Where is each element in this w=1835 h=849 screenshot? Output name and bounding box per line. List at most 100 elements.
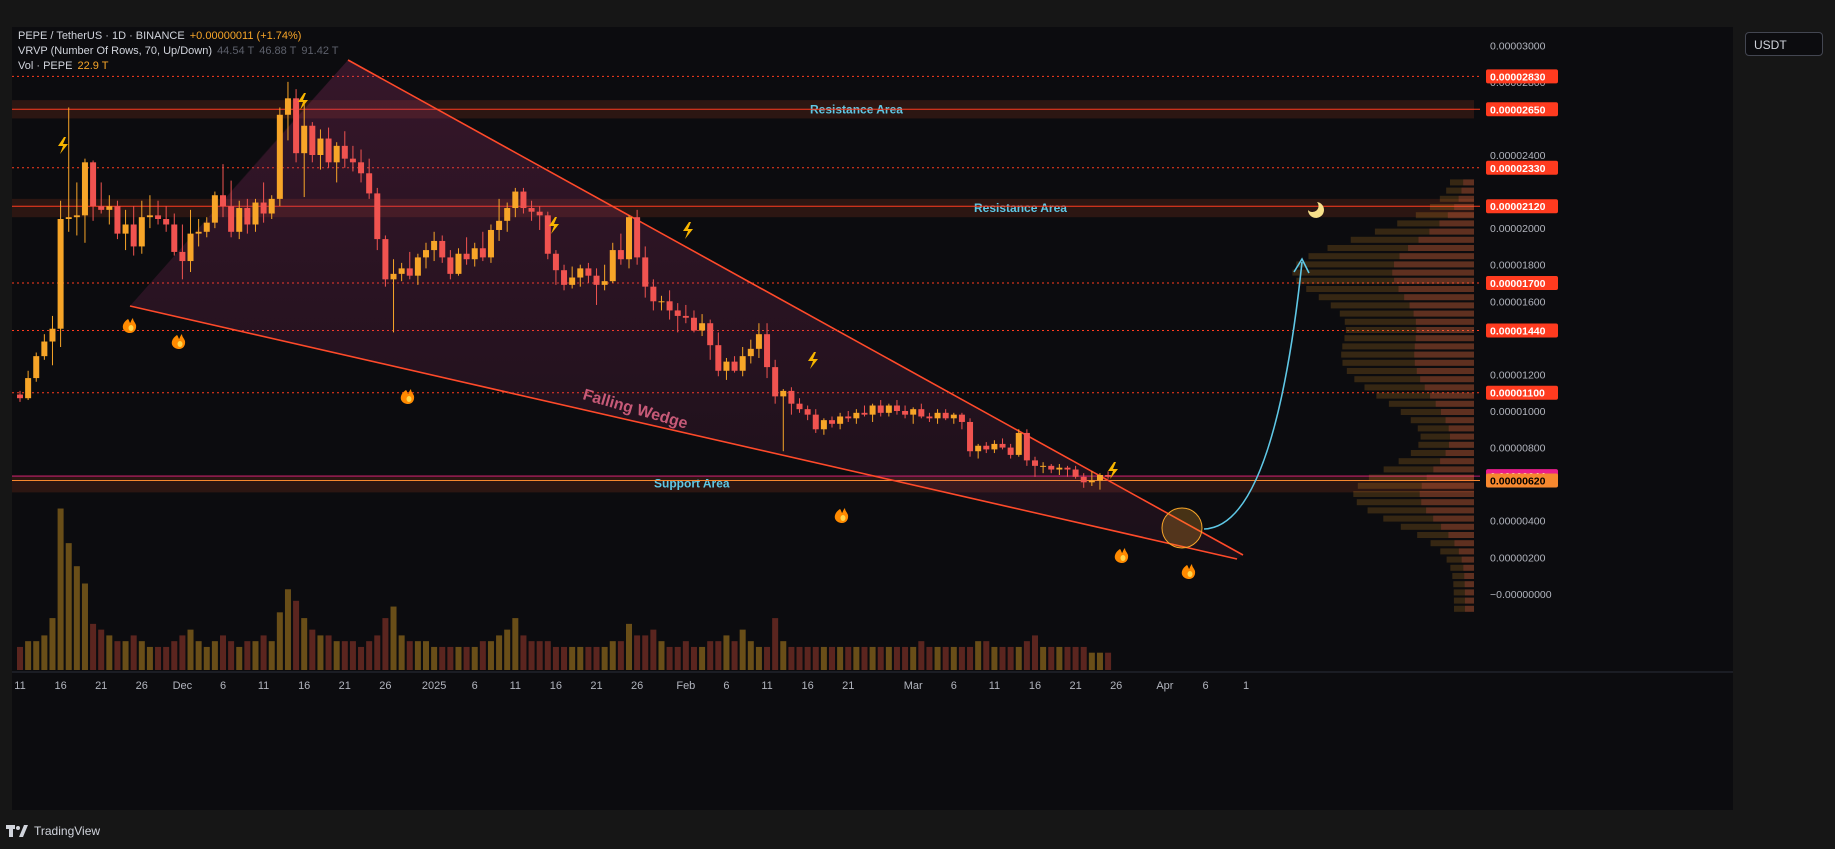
price-tag-bg <box>1486 323 1558 338</box>
candle-body <box>293 98 300 154</box>
candle-body <box>755 334 762 349</box>
candle-body <box>1064 467 1071 470</box>
vp-bar-up <box>1440 548 1474 555</box>
vp-bar-up <box>1450 564 1474 571</box>
volume-bar <box>617 641 624 670</box>
vp-bar-up <box>1383 515 1474 522</box>
volume-bar <box>455 646 462 670</box>
price-tag-3: 0.00002120 <box>1486 199 1558 214</box>
candle-body <box>1015 432 1022 455</box>
volume-bar <box>349 641 356 670</box>
volume-bar <box>804 646 811 670</box>
currency-button[interactable]: USDT <box>1745 32 1823 56</box>
candle-body <box>739 356 746 371</box>
volume-bar <box>244 641 251 670</box>
candle-body <box>1048 465 1055 470</box>
wedge-upper-line <box>347 59 1244 556</box>
fire-core <box>840 515 846 521</box>
vp-bar-down <box>1429 228 1474 235</box>
y-tick-label: 0.00001600 <box>1490 296 1546 308</box>
vp-bar-up <box>1356 499 1474 506</box>
candle-body <box>617 250 624 260</box>
volume-bar <box>861 646 868 670</box>
vp-bar-down <box>1464 589 1474 596</box>
tradingview-brand[interactable]: TradingView <box>34 824 101 838</box>
vp-bar-up <box>1418 441 1474 448</box>
candle-body <box>114 206 121 234</box>
vp-bar-up <box>1344 335 1474 342</box>
vp-bar-up <box>1353 491 1474 497</box>
candle-body <box>837 416 844 424</box>
vp-bar-up <box>1410 450 1474 456</box>
x-tick-label: Apr <box>1156 680 1173 692</box>
x-tick-label: 6 <box>472 680 478 692</box>
candle-body <box>528 208 535 212</box>
volume-bar <box>1032 635 1038 670</box>
chart-area[interactable]: Resistance Area Resistance Area Support Ar… <box>12 27 1733 810</box>
volume-bar <box>642 635 649 670</box>
vrvp-label[interactable]: VRVP (Number Of Rows, 70, Up/Down) <box>18 45 212 57</box>
candle-body <box>187 233 194 262</box>
price-tag-label: 0.00002330 <box>1490 163 1546 175</box>
y-tick-label: 0.00001000 <box>1490 406 1546 418</box>
candle-body <box>1105 475 1112 477</box>
volume-bar <box>504 629 511 670</box>
volume-bar <box>1080 646 1087 670</box>
candle-body <box>333 145 340 163</box>
vp-bar-down <box>1415 318 1474 325</box>
candle-body <box>17 394 23 399</box>
vp-bar-down <box>1439 220 1474 227</box>
tradingview-logo-icon[interactable] <box>6 824 28 838</box>
volume-bar <box>341 641 348 670</box>
candle-body <box>211 195 218 223</box>
volume-bar <box>764 646 771 670</box>
candle-body <box>431 240 438 251</box>
candle-body <box>877 405 884 413</box>
vp-bar-up <box>1397 220 1474 227</box>
volume-bar <box>634 635 641 670</box>
volume-bar <box>650 629 657 670</box>
x-tick-label: 6 <box>1202 680 1208 692</box>
candle-body <box>301 125 308 154</box>
volume-label[interactable]: Vol · PEPE <box>18 60 73 72</box>
candle-body <box>715 345 722 371</box>
candle-body <box>244 208 251 225</box>
volume-bar <box>358 646 365 670</box>
symbol-label[interactable]: PEPE / TetherUS · 1D · BINANCE <box>18 30 185 42</box>
vp-bar-up <box>1374 228 1474 235</box>
vp-bar-down <box>1454 540 1474 547</box>
candle-body <box>699 323 706 331</box>
candle-body <box>942 412 949 419</box>
vp-bar-up <box>1376 392 1474 399</box>
y-tick-label: 0.00002400 <box>1490 150 1546 162</box>
volume-bar <box>65 543 72 670</box>
candle-body <box>1056 467 1063 470</box>
candle-body <box>853 412 860 419</box>
price-tag-8: 0.00000620 <box>1486 473 1558 488</box>
x-tick-label: 21 <box>339 680 351 692</box>
price-tag-label: 0.00001440 <box>1490 326 1546 338</box>
volume-bar <box>893 646 900 670</box>
vp-bar-down <box>1447 212 1474 219</box>
candle-body <box>25 378 32 399</box>
x-tick-label: Dec <box>173 680 193 692</box>
volume-bar <box>155 646 162 670</box>
volume-bar <box>382 618 389 670</box>
vp-bar-up <box>1306 286 1474 292</box>
vp-bar-up <box>1453 597 1474 604</box>
volume-bar <box>699 646 706 670</box>
volume-bar <box>967 646 974 670</box>
x-tick-label: 16 <box>298 680 310 692</box>
vp-bar-up <box>1327 245 1474 251</box>
vp-bar-up <box>1410 417 1474 424</box>
vp-bar-down <box>1461 187 1474 194</box>
vp-bar-down <box>1419 491 1474 497</box>
volume-bar <box>98 629 105 670</box>
candle-body <box>1007 447 1014 455</box>
price-tag-4: 0.00001700 <box>1486 276 1558 290</box>
vp-bar-up <box>1439 195 1474 202</box>
fire-icon <box>1114 548 1129 564</box>
legend-vrvp-row: VRVP (Number Of Rows, 70, Up/Down) 44.54… <box>18 45 341 57</box>
